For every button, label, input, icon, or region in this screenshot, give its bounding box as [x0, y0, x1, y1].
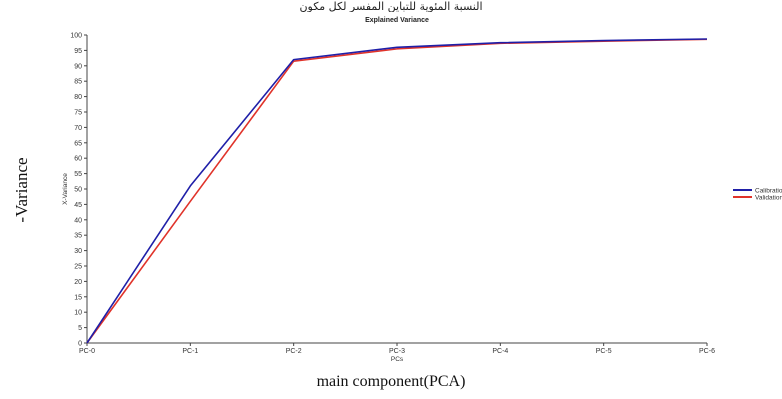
series-line-validation: [86, 38, 708, 344]
y-tick-label: 45: [74, 202, 82, 209]
legend-label-calibration: Calibration: [755, 188, 782, 195]
y-tick-label: 70: [74, 125, 82, 132]
x-axis-label: PCs: [391, 356, 404, 363]
y-tick-label: 75: [74, 110, 82, 117]
x-tick-label: PC-4: [492, 348, 508, 355]
x-tick-label: PC-5: [596, 348, 612, 355]
y-tick-label: 30: [74, 248, 82, 255]
y-tick-label: 0: [78, 341, 82, 348]
outer-x-axis-label: main component(PCA): [316, 373, 466, 390]
y-tick-label: 55: [74, 171, 82, 178]
y-axis-label: X-Variance: [62, 173, 69, 205]
x-tick-label: PC-3: [389, 348, 405, 355]
header-caption: النسبة المئوية للتباين المفسر لكل مكون: [299, 0, 483, 12]
y-tick-label: 95: [74, 48, 82, 55]
y-tick-label: 15: [74, 294, 82, 301]
y-tick-label: 35: [74, 233, 82, 240]
y-tick-label: 40: [74, 217, 82, 224]
y-tick-label: 60: [74, 156, 82, 163]
y-tick-label: 100: [70, 33, 82, 40]
y-tick-label: 85: [74, 79, 82, 86]
chart-title: Explained Variance: [365, 17, 429, 24]
series-line-calibration: [86, 38, 708, 344]
y-tick-label: 5: [78, 325, 82, 332]
x-tick-label: PC-6: [699, 348, 715, 355]
y-tick-label: 10: [74, 310, 82, 317]
x-tick-label: PC-1: [182, 348, 198, 355]
y-tick-label: 65: [74, 140, 82, 147]
y-tick-label: 90: [74, 63, 82, 70]
y-tick-label: 25: [74, 264, 82, 271]
y-tick-label: 20: [74, 279, 82, 286]
x-tick-label: PC-0: [79, 348, 95, 355]
y-tick-label: 50: [74, 187, 82, 194]
y-tick-label: 80: [74, 94, 82, 101]
legend-label-validation: Validation: [755, 195, 782, 202]
x-tick-label: PC-2: [286, 348, 302, 355]
